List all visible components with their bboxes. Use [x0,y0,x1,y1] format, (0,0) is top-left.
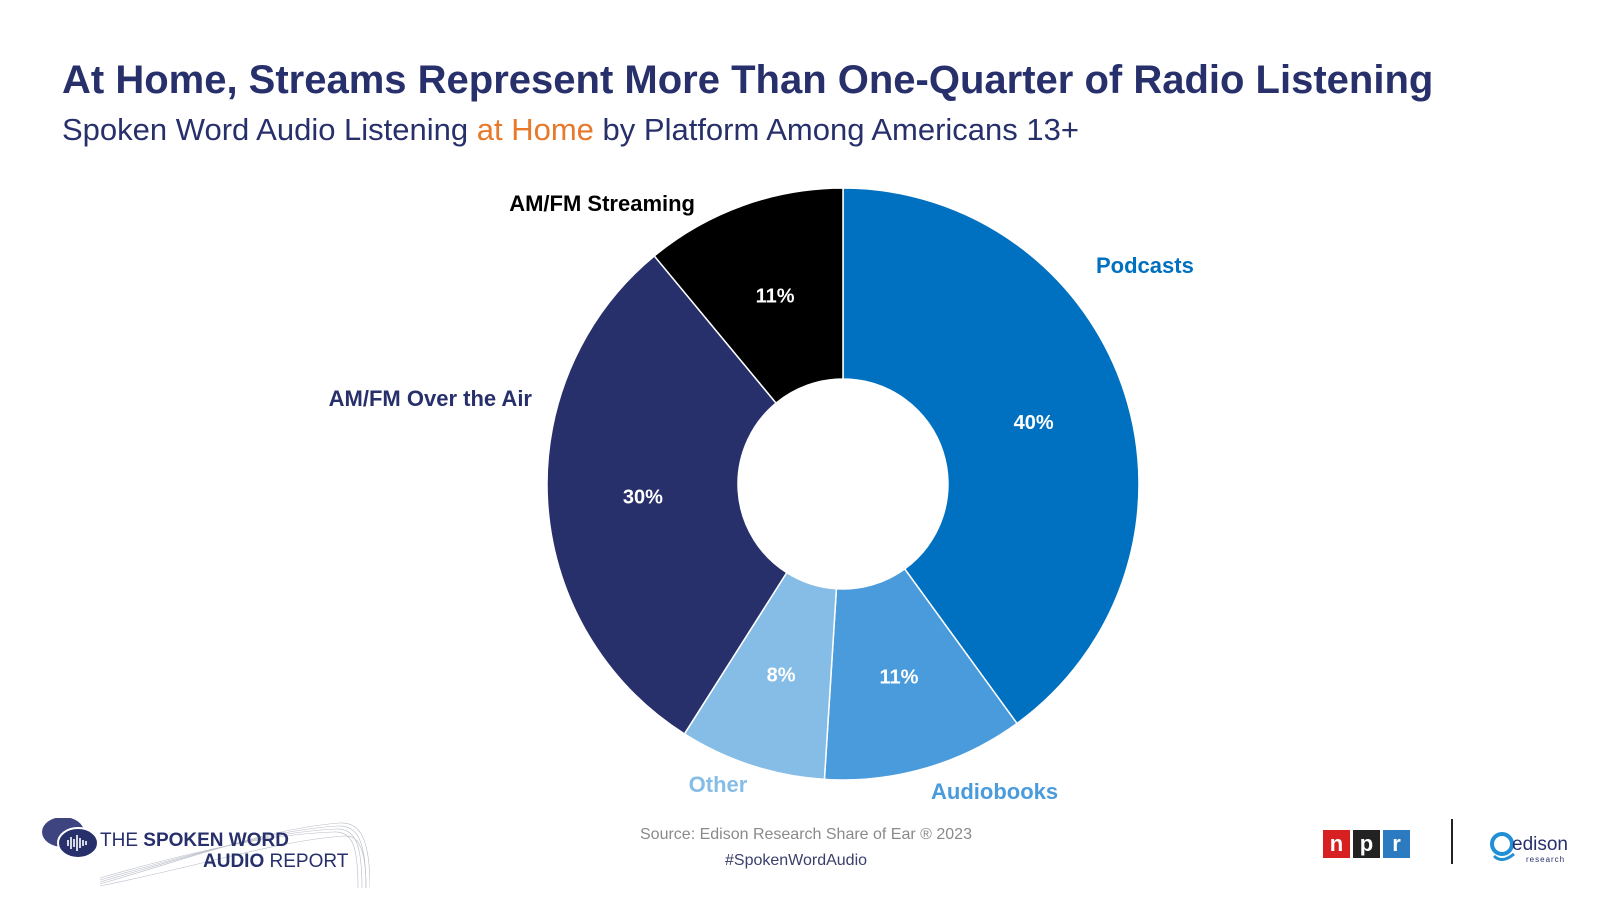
logo-divider [1451,819,1453,864]
value-label-1: 11% [879,667,918,689]
npr-letter-p: p [1353,830,1380,858]
slice-podcasts [842,187,1140,725]
slice-audiobooks [823,567,1019,781]
wave-decoration [99,822,370,888]
value-label-2: 8% [767,665,796,687]
category-label-3: AM/FM Over the Air [329,386,533,411]
value-label-3: 30% [623,487,663,509]
category-label-0: Podcasts [1096,253,1194,278]
report-line1-bold: SPOKEN WORD [143,830,289,851]
npr-letter-r: r [1383,830,1410,858]
report-line2-post: REPORT [264,851,349,872]
subtitle-post: by Platform Among Americans 13+ [593,112,1079,147]
subtitle-highlight: at Home [476,112,594,147]
edison-logo-word: edison [1512,834,1568,855]
npr-logo: n p r [1323,830,1410,858]
page-title: At Home, Streams Represent More Than One… [62,58,1434,102]
edison-logo-sub: research [1526,855,1566,864]
report-line2-bold: AUDIO [203,851,265,872]
category-label-1: Audiobooks [931,779,1058,804]
slice-am-fm-streaming [653,187,844,405]
spoken-word-report-logo [42,818,370,888]
report-line1-pre: THE [100,830,144,851]
subtitle-pre: Spoken Word Audio Listening [62,112,477,147]
edison-logo-icon [1490,832,1515,861]
npr-letter-n: n [1323,830,1350,858]
source-note: Source: Edison Research Share of Ear ® 2… [640,826,972,843]
value-label-0: 40% [1014,412,1054,434]
report-logo-text: THE SPOKEN WORD AUDIO REPORT [100,830,348,872]
slice-am-fm-over-the-air [546,254,788,735]
value-label-4: 11% [756,285,795,307]
speech-bubble-icon [42,818,99,859]
category-label-2: Other [689,772,748,797]
hashtag: #SpokenWordAudio [725,852,868,869]
category-label-4: AM/FM Streaming [509,191,695,216]
page-subtitle: Spoken Word Audio Listening at Home by P… [62,112,1079,148]
